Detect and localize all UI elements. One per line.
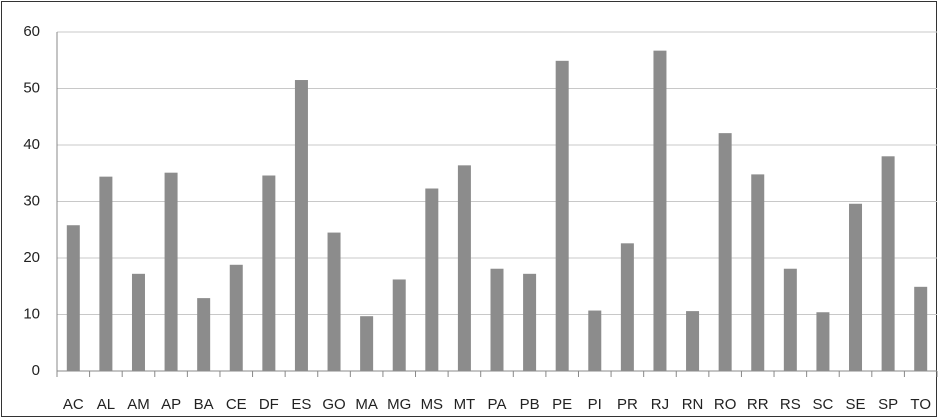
x-tick-label: SC: [813, 396, 834, 413]
x-tick-label: AM: [127, 396, 150, 413]
bar: [99, 176, 113, 371]
x-tick-label: TO: [910, 396, 931, 413]
bar: [816, 312, 830, 371]
y-tick-label: 50: [23, 79, 40, 96]
x-tick-label: PI: [588, 396, 602, 413]
x-tick-label: RS: [780, 396, 801, 413]
y-tick-label: 60: [23, 23, 40, 40]
bar: [849, 203, 863, 371]
bar: [457, 165, 471, 371]
x-tick-label: AL: [97, 396, 115, 413]
bar: [164, 172, 178, 371]
bar: [262, 175, 276, 371]
x-tick-label: DF: [259, 396, 279, 413]
bar: [197, 298, 211, 371]
x-tick-label: MS: [421, 396, 444, 413]
bar: [914, 286, 928, 371]
bar: [751, 174, 765, 371]
bar: [490, 268, 504, 371]
y-tick-label: 40: [23, 136, 40, 153]
x-tick-label: AP: [161, 396, 181, 413]
bar: [555, 60, 569, 371]
bar: [131, 273, 145, 371]
x-tick-label: BA: [194, 396, 214, 413]
x-tick-label: RR: [747, 396, 769, 413]
x-tick-label: RJ: [651, 396, 669, 413]
x-tick-label: SE: [846, 396, 866, 413]
y-tick-label: 0: [32, 362, 40, 379]
x-tick-label: MT: [454, 396, 476, 413]
x-tick-label: MG: [387, 396, 411, 413]
bar: [425, 188, 439, 371]
bar: [783, 268, 797, 371]
x-tick-label: PA: [488, 396, 507, 413]
y-tick-label: 10: [23, 305, 40, 322]
y-tick-label: 20: [23, 249, 40, 266]
bar: [66, 225, 80, 371]
x-tick-label: SP: [878, 396, 898, 413]
bar: [392, 279, 406, 371]
bar: [620, 243, 634, 371]
bar: [686, 311, 700, 371]
bar: [718, 133, 732, 371]
bar: [881, 156, 895, 371]
x-tick-label: RO: [714, 396, 737, 413]
bar: [523, 273, 537, 371]
x-tick-label: PE: [552, 396, 572, 413]
x-tick-label: AC: [63, 396, 84, 413]
x-tick-label: PR: [617, 396, 638, 413]
bar: [229, 264, 243, 371]
x-tick-label: MA: [355, 396, 378, 413]
x-tick-label: GO: [322, 396, 345, 413]
bar: [294, 80, 308, 372]
bar: [588, 310, 602, 371]
bar: [327, 232, 341, 371]
x-tick-label: PB: [520, 396, 540, 413]
x-tick-label: RN: [682, 396, 704, 413]
x-tick-label: CE: [226, 396, 247, 413]
x-tick-label: ES: [291, 396, 311, 413]
bar: [653, 50, 667, 372]
bar: [360, 316, 374, 371]
y-tick-label: 30: [23, 192, 40, 209]
